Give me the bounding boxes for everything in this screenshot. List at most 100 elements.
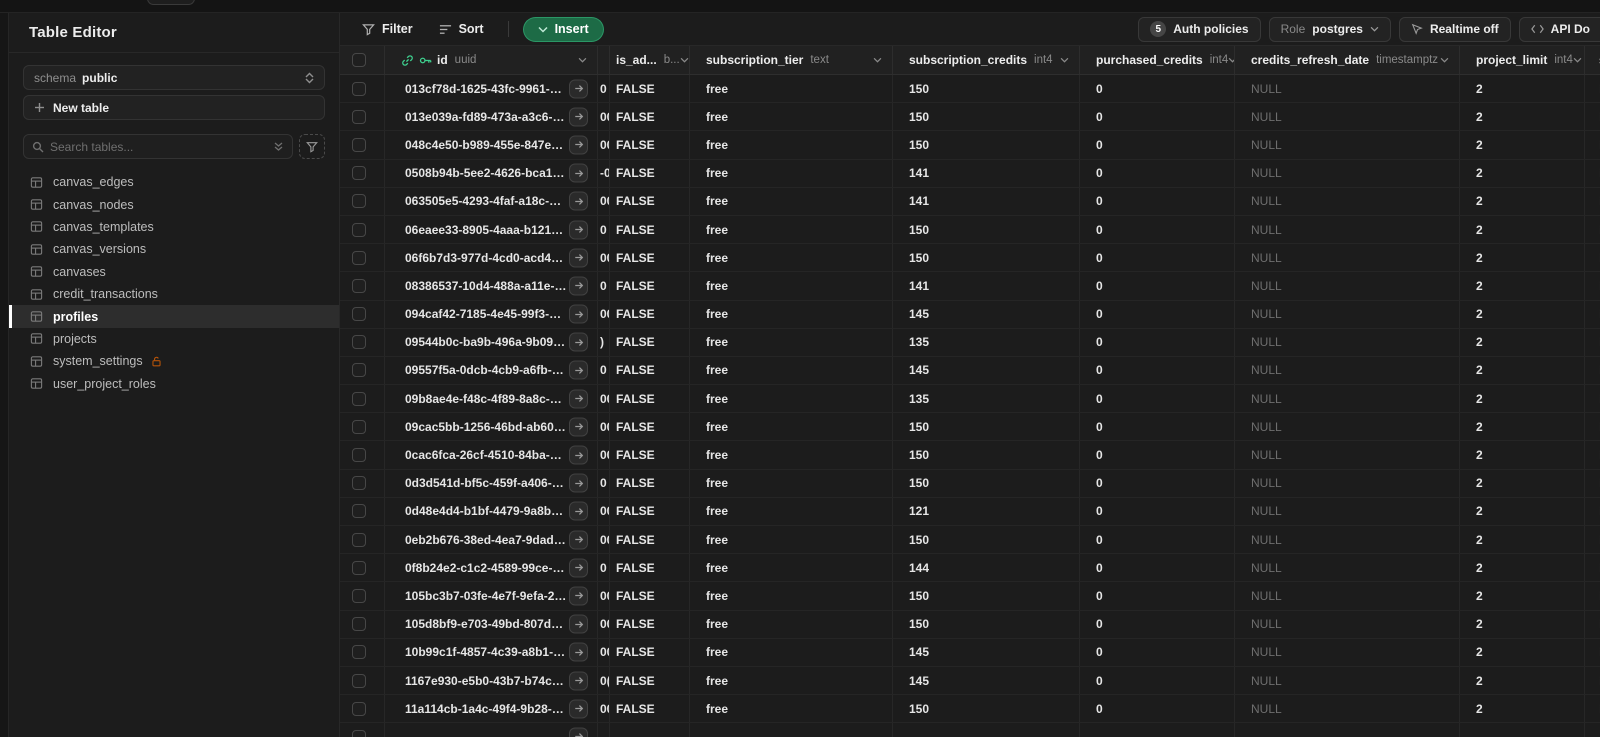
row-checkbox[interactable] — [352, 645, 366, 660]
expand-row-button[interactable] — [569, 642, 588, 662]
row-checkbox[interactable] — [352, 250, 366, 265]
expand-row-button[interactable] — [569, 558, 588, 578]
filter-button[interactable]: Filter — [352, 17, 423, 42]
expand-row-button[interactable] — [569, 445, 588, 465]
expand-row-button[interactable] — [569, 163, 588, 183]
row-checkbox[interactable] — [352, 419, 366, 434]
row-checkbox[interactable] — [352, 81, 366, 96]
expand-row-button[interactable] — [569, 417, 588, 437]
column-header-truncated[interactable] — [598, 46, 610, 74]
row-checkbox[interactable] — [352, 448, 366, 463]
table-row[interactable]: 09b8ae4e-f48c-4f89-8a8c-1629b... 00 FALS… — [340, 385, 1600, 414]
insert-button[interactable]: Insert — [522, 16, 604, 42]
sidebar-filter-button[interactable] — [299, 134, 325, 159]
expand-row-button[interactable] — [569, 699, 588, 719]
chevron-down-icon[interactable] — [1440, 57, 1449, 63]
row-checkbox[interactable] — [352, 617, 366, 632]
column-header-purchased-credits[interactable]: purchased_credits int4 — [1080, 46, 1235, 74]
role-select[interactable]: Role postgres — [1268, 16, 1391, 42]
table-row[interactable]: 048c4e50-b989-455e-847e-fb2f... 00 FALSE… — [340, 131, 1600, 160]
row-checkbox[interactable] — [352, 335, 366, 350]
row-checkbox[interactable] — [352, 504, 366, 519]
sidebar-item-projects[interactable]: projects — [9, 328, 339, 350]
table-row[interactable]: 013cf78d-1625-43fc-9961-442189... 0 FALS… — [340, 75, 1600, 104]
sidebar-item-profiles[interactable]: profiles — [9, 305, 339, 329]
row-checkbox[interactable] — [352, 307, 366, 322]
row-checkbox[interactable] — [352, 588, 366, 603]
expand-row-button[interactable] — [569, 220, 588, 240]
column-header-project-limit[interactable]: project_limit int4 — [1460, 46, 1585, 74]
table-row[interactable]: 0eb2b676-38ed-4ea7-9dad-38e6... 00 FALSE… — [340, 526, 1600, 555]
select-all-checkbox[interactable] — [352, 53, 366, 67]
table-row[interactable]: 0d48e4d4-b1bf-4479-9a8b-4a4b... 00 FALSE… — [340, 497, 1600, 526]
column-header-is-admin[interactable]: is_ad... b... — [610, 46, 690, 74]
api-docs-button[interactable]: API Do — [1518, 16, 1600, 42]
expand-row-button[interactable] — [569, 248, 588, 268]
row-checkbox[interactable] — [352, 560, 366, 575]
sort-button[interactable]: Sort — [429, 17, 494, 42]
column-header-clipped[interactable]: su — [1585, 46, 1600, 74]
row-checkbox[interactable] — [352, 166, 366, 181]
table-row[interactable]: 06eaee33-8905-4aaa-b121-ab552... 0 FALSE… — [340, 215, 1600, 245]
chevron-down-icon[interactable] — [1060, 57, 1069, 63]
row-checkbox[interactable] — [352, 278, 366, 293]
column-header-subscription-tier[interactable]: subscription_tier text — [690, 46, 893, 74]
chevron-down-icon[interactable] — [1573, 57, 1582, 63]
sidebar-item-system_settings[interactable]: system_settings — [9, 350, 339, 372]
table-row[interactable]: 094caf42-7185-4e45-99f3-14abee... 00 FAL… — [340, 300, 1600, 329]
table-row[interactable]: 11a114cb-1a4c-49f4-9b28-52219ec... 00 FA… — [340, 695, 1600, 724]
expand-row-button[interactable] — [569, 360, 588, 380]
table-row[interactable]: 105bc3b7-03fe-4e7f-9efa-21bb40... 00 FAL… — [340, 582, 1600, 611]
expand-row-button[interactable] — [569, 473, 588, 493]
row-checkbox[interactable] — [352, 673, 366, 688]
expand-row-button[interactable] — [569, 586, 588, 606]
table-row[interactable]: 06f6b7d3-977d-4cd0-acd4-4a78... 00 FALSE… — [340, 244, 1600, 273]
table-row[interactable]: 063505e5-4293-4faf-a18c-0e65b... 00 FALS… — [340, 187, 1600, 216]
expand-row-button[interactable] — [569, 191, 588, 211]
chevron-down-icon[interactable] — [578, 57, 587, 63]
auth-policies-button[interactable]: 5 Auth policies — [1138, 16, 1261, 42]
expand-row-button[interactable] — [569, 501, 588, 521]
expand-row-button[interactable] — [569, 671, 588, 691]
table-row[interactable]: 0d3d541d-bf5c-459f-a406-16b93... 0 FALSE… — [340, 469, 1600, 498]
table-row[interactable]: 09cac5bb-1256-46bd-ab60-64ed... 00 FALSE… — [340, 413, 1600, 442]
row-checkbox[interactable] — [352, 363, 366, 378]
row-checkbox[interactable] — [352, 532, 366, 547]
column-header-subscription-credits[interactable]: subscription_credits int4 — [893, 46, 1080, 74]
expand-row-button[interactable] — [569, 276, 588, 296]
sidebar-item-canvas_nodes[interactable]: canvas_nodes — [9, 193, 339, 215]
row-checkbox[interactable] — [352, 109, 366, 124]
row-checkbox[interactable] — [352, 391, 366, 406]
table-row[interactable]: 08386537-10d4-488a-a11e-eb5a6... 0 FALSE… — [340, 272, 1600, 301]
row-checkbox[interactable] — [352, 476, 366, 491]
table-row[interactable] — [340, 723, 1600, 737]
expand-row-button[interactable] — [569, 135, 588, 155]
sidebar-item-canvas_templates[interactable]: canvas_templates — [9, 216, 339, 238]
row-checkbox[interactable] — [352, 194, 366, 209]
expand-row-button[interactable] — [569, 304, 588, 324]
row-checkbox[interactable] — [352, 137, 366, 152]
schema-select[interactable]: schema public — [23, 65, 325, 90]
chevron-down-icon[interactable] — [680, 57, 689, 63]
new-table-button[interactable]: New table — [23, 95, 325, 120]
table-row[interactable]: 013e039a-fd89-473a-a3c6-ccfa9... 00 FALS… — [340, 103, 1600, 132]
expand-row-button[interactable] — [569, 530, 588, 550]
table-row[interactable]: 105d8bf9-e703-49bd-807d-645e... 00 FALSE… — [340, 610, 1600, 639]
expand-row-button[interactable] — [569, 389, 588, 409]
sidebar-item-user_project_roles[interactable]: user_project_roles — [9, 373, 339, 395]
expand-row-button[interactable] — [569, 332, 588, 352]
chevron-down-icon[interactable] — [1228, 57, 1234, 63]
sidebar-item-credit_transactions[interactable]: credit_transactions — [9, 283, 339, 305]
table-row[interactable]: 10b99c1f-4857-4c39-a8b1-263b8... 00 FALS… — [340, 638, 1600, 667]
row-checkbox[interactable] — [352, 729, 366, 737]
sidebar-item-canvases[interactable]: canvases — [9, 261, 339, 283]
expand-row-button[interactable] — [569, 79, 588, 99]
search-tables-input[interactable]: Search tables... — [23, 134, 293, 159]
row-checkbox[interactable] — [352, 701, 366, 716]
realtime-toggle-button[interactable]: Realtime off — [1398, 16, 1511, 42]
column-header-id[interactable]: id uuid — [385, 46, 598, 74]
sidebar-item-canvas_edges[interactable]: canvas_edges — [9, 171, 339, 193]
chevron-down-icon[interactable] — [873, 57, 882, 63]
expand-row-button[interactable] — [569, 727, 588, 737]
expand-row-button[interactable] — [569, 614, 588, 634]
